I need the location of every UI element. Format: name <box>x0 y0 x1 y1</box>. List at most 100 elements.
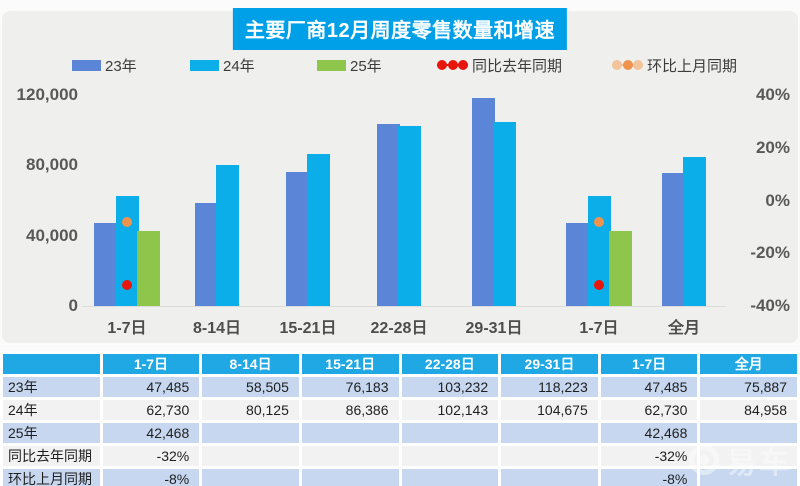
point-同比去年同期 <box>594 279 604 290</box>
table-header-cell: 29-31日 <box>501 354 598 374</box>
table-cell: 102,143 <box>401 400 499 420</box>
legend-item: 同比去年同期 <box>437 56 563 75</box>
point-环比上月同期 <box>594 216 604 227</box>
y-axis-left-tick: 120,000 <box>16 85 78 104</box>
table-header-cell <box>3 354 100 374</box>
x-axis-label: 1-7日 <box>107 320 147 337</box>
x-axis-label: 15-21日 <box>279 320 337 337</box>
table-cell: 76,183 <box>301 377 399 397</box>
table-cell <box>501 469 598 486</box>
table-cell <box>700 469 797 486</box>
bar-23年 <box>376 124 400 306</box>
legend-item: 25年 <box>317 56 382 75</box>
legend-dot-line-icon <box>612 60 643 70</box>
table-cell: 86,386 <box>301 400 399 420</box>
table-cell: 42,468 <box>102 423 200 443</box>
table-cell: 84,958 <box>700 400 797 420</box>
y-axis-left-tick: 80,000 <box>26 155 78 175</box>
table-cell: 42,468 <box>600 423 698 443</box>
legend-label: 环比上月同期 <box>647 57 738 75</box>
table-cell <box>301 423 399 443</box>
table-cell: 75,887 <box>700 377 797 397</box>
table-cell: 47,485 <box>102 377 200 397</box>
table-cell: -8% <box>102 469 200 486</box>
table-header-cell: 15-21日 <box>301 354 399 374</box>
table-row: 23年 47,485 58,505 76,183 103,232 118,223 47,48… <box>3 377 797 397</box>
table-header-cell: 全月 <box>700 354 797 374</box>
table-row: 24年 62,730 80,125 86,386 102,143 104,675 62,73… <box>3 400 797 420</box>
legend-item: 环比上月同期 <box>612 56 738 75</box>
x-axis-line <box>82 306 726 307</box>
bar-23年 <box>94 222 117 306</box>
bar-23年 <box>471 98 495 306</box>
table-cell <box>700 423 797 443</box>
legend-swatch-icon <box>190 59 219 71</box>
bar-24年 <box>216 165 240 306</box>
x-axis-label: 22-28日 <box>370 320 428 337</box>
legend-label: 同比去年同期 <box>472 57 563 75</box>
legend-label: 23年 <box>105 57 137 75</box>
legend-swatch-icon <box>317 59 346 71</box>
table-cell: 47,485 <box>600 377 698 397</box>
table-header-cell: 1-7日 <box>102 354 200 374</box>
bar-23年 <box>566 222 589 306</box>
x-axis-label: 8-14日 <box>192 320 242 337</box>
table-header-cell: 1-7日 <box>600 354 698 374</box>
table-row-label: 环比上月同期 <box>3 469 100 486</box>
bar-23年 <box>194 203 218 306</box>
chart-title: 主要厂商12月周度零售数量和增速 <box>232 8 568 50</box>
bar-24年 <box>587 195 611 306</box>
x-axis-label: 29-31日 <box>465 320 523 337</box>
bar-25年 <box>137 231 160 306</box>
bar-24年 <box>115 195 139 306</box>
bar-24年 <box>493 121 517 306</box>
bar-24年 <box>683 156 707 306</box>
table-cell <box>301 446 399 466</box>
y-axis-right-tick: -40% <box>750 296 790 315</box>
legend-item: 24年 <box>190 56 255 75</box>
table-cell <box>401 469 499 486</box>
table-cell <box>401 446 499 466</box>
y-axis-right-tick: 20% <box>755 137 790 157</box>
table-cell: 118,223 <box>501 377 598 397</box>
table-cell: 62,730 <box>102 400 200 420</box>
table-cell: -32% <box>600 446 698 466</box>
y-axis-left-tick: 0 <box>68 296 78 315</box>
bar-24年 <box>307 154 331 306</box>
legend-swatch-icon <box>72 59 101 71</box>
table-cell <box>202 446 299 466</box>
table-row-label: 25年 <box>3 423 100 443</box>
chart-panel: 主要厂商12月周度零售数量和增速 23年 24年 25年 同比去年同期 环比上月同期 1… <box>2 8 798 343</box>
table-cell <box>301 469 399 486</box>
table-cell <box>501 446 598 466</box>
legend-label: 24年 <box>223 57 255 75</box>
x-axis-label: 1-7日 <box>579 320 619 337</box>
table-cell: 80,125 <box>202 400 299 420</box>
bar-23年 <box>285 172 309 306</box>
table-row-label: 23年 <box>3 377 100 397</box>
legend-label: 25年 <box>350 57 382 75</box>
point-同比去年同期 <box>122 279 132 290</box>
table-cell <box>700 446 797 466</box>
table-cell: 58,505 <box>202 377 299 397</box>
table-cell: -32% <box>102 446 200 466</box>
y-axis-right-tick: 0% <box>765 190 790 210</box>
table-cell <box>401 423 499 443</box>
bar-23年 <box>661 172 685 306</box>
bar-24年 <box>398 126 422 306</box>
x-axis-label: 全月 <box>667 320 700 337</box>
y-axis-left-tick: 40,000 <box>26 225 78 245</box>
table-header-cell: 8-14日 <box>202 354 299 374</box>
table-header-cell: 22-28日 <box>401 354 499 374</box>
legend-item: 23年 <box>72 56 137 75</box>
table-row: 25年 42,468 42,468 <box>3 423 797 443</box>
table-row: 同比去年同期 -32% -32% <box>3 446 797 466</box>
table-cell <box>501 423 598 443</box>
table-cell: -8% <box>600 469 698 486</box>
y-axis-right-tick: -20% <box>750 243 790 263</box>
y-axis-right-tick: 40% <box>755 85 790 104</box>
table-cell <box>202 423 299 443</box>
table-cell: 62,730 <box>600 400 698 420</box>
table-row-label: 24年 <box>3 400 100 420</box>
